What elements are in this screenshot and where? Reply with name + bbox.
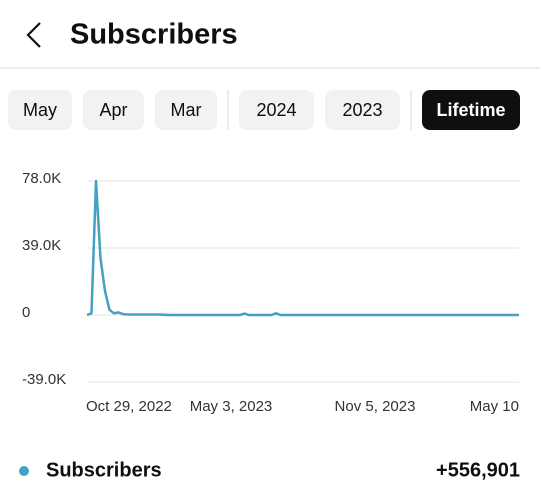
tab[interactable] [83, 90, 144, 130]
y-tick-label: 78.0K [22, 170, 61, 187]
total-value: +556,901 [436, 459, 520, 481]
y-tick-label: -39.0K [22, 371, 66, 388]
x-tick-label: Nov 5, 2023 [335, 398, 416, 415]
tab[interactable] [325, 90, 400, 130]
x-tick-label: Oct 29, 2022 [86, 398, 172, 415]
tab-label[interactable]: Mar [171, 100, 202, 120]
tab-label[interactable]: 2024 [256, 100, 296, 120]
tab[interactable] [239, 90, 314, 130]
tab-label[interactable]: May [23, 100, 57, 120]
y-tick-label: 39.0K [22, 237, 61, 254]
legend-dot [19, 466, 29, 476]
y-tick-label: 0 [22, 304, 30, 321]
page-title: Subscribers [70, 19, 238, 51]
x-tick-label: May 3, 2023 [190, 398, 273, 415]
back-button[interactable] [26, 22, 41, 48]
tab[interactable] [422, 90, 520, 130]
tab-label[interactable]: Apr [99, 100, 127, 120]
x-tick-label: May 10 [470, 398, 519, 415]
tab-label[interactable]: Lifetime [436, 100, 505, 120]
tab[interactable] [8, 90, 72, 130]
tab-label[interactable]: 2023 [342, 100, 382, 120]
tab[interactable] [155, 90, 217, 130]
legend-label: Subscribers [46, 459, 162, 481]
data-line [86, 179, 519, 317]
